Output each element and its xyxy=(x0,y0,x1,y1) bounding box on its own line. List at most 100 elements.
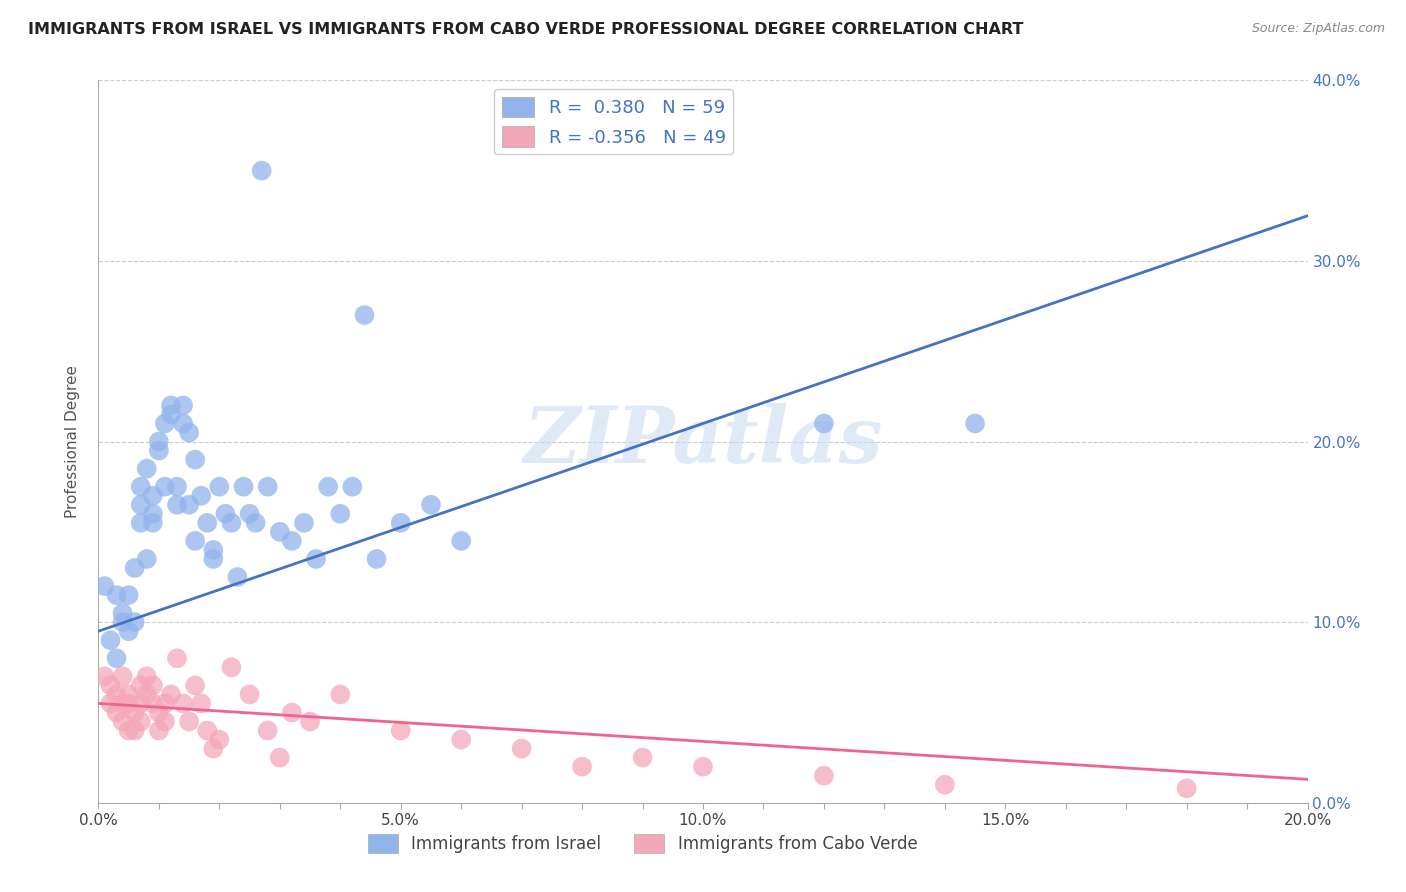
Point xyxy=(389,516,412,530)
Point xyxy=(153,714,176,729)
Point xyxy=(195,723,218,738)
Point xyxy=(135,461,157,475)
Point xyxy=(450,732,472,747)
Point xyxy=(129,498,152,512)
Point xyxy=(93,669,115,683)
Point xyxy=(571,760,593,774)
Point xyxy=(450,533,472,548)
Point xyxy=(166,498,188,512)
Point xyxy=(135,669,157,683)
Point xyxy=(148,443,170,458)
Point xyxy=(692,760,714,774)
Point xyxy=(342,480,364,494)
Point xyxy=(129,678,152,692)
Point xyxy=(172,398,194,412)
Point xyxy=(190,489,212,503)
Point xyxy=(105,588,128,602)
Point xyxy=(179,498,201,512)
Point xyxy=(202,741,225,756)
Point xyxy=(202,542,225,557)
Point xyxy=(148,434,170,449)
Point xyxy=(316,480,339,494)
Point xyxy=(269,524,291,539)
Point xyxy=(965,417,987,431)
Point xyxy=(281,533,304,548)
Point xyxy=(105,687,128,701)
Point xyxy=(142,516,165,530)
Text: ZIPatlas: ZIPatlas xyxy=(523,403,883,480)
Point xyxy=(100,633,122,648)
Point xyxy=(329,507,352,521)
Point xyxy=(153,417,176,431)
Point xyxy=(184,678,207,692)
Point xyxy=(281,706,304,720)
Point xyxy=(179,714,201,729)
Point xyxy=(208,480,231,494)
Point xyxy=(366,552,388,566)
Point xyxy=(226,570,249,584)
Point xyxy=(93,579,115,593)
Point xyxy=(214,507,236,521)
Point xyxy=(100,697,122,711)
Point xyxy=(124,561,146,575)
Point xyxy=(129,516,152,530)
Point xyxy=(148,723,170,738)
Point xyxy=(269,750,291,764)
Point xyxy=(118,697,141,711)
Point xyxy=(118,588,141,602)
Point xyxy=(172,697,194,711)
Point xyxy=(353,308,375,322)
Point xyxy=(245,516,267,530)
Point xyxy=(135,552,157,566)
Point xyxy=(184,533,207,548)
Legend: Immigrants from Israel, Immigrants from Cabo Verde: Immigrants from Israel, Immigrants from … xyxy=(361,827,924,860)
Point xyxy=(389,723,412,738)
Point xyxy=(111,669,134,683)
Point xyxy=(179,425,201,440)
Point xyxy=(195,516,218,530)
Point xyxy=(190,697,212,711)
Point xyxy=(111,606,134,620)
Point xyxy=(202,552,225,566)
Point xyxy=(256,723,278,738)
Point xyxy=(118,687,141,701)
Point xyxy=(111,615,134,630)
Point xyxy=(813,417,835,431)
Point xyxy=(129,480,152,494)
Point xyxy=(135,687,157,701)
Point xyxy=(166,651,188,665)
Point xyxy=(160,687,183,701)
Point xyxy=(153,480,176,494)
Point xyxy=(329,687,352,701)
Point xyxy=(111,714,134,729)
Point xyxy=(299,714,322,729)
Point xyxy=(129,697,152,711)
Point xyxy=(142,678,165,692)
Point xyxy=(142,697,165,711)
Point xyxy=(292,516,315,530)
Point xyxy=(232,480,254,494)
Point xyxy=(1175,781,1198,796)
Point xyxy=(142,507,165,521)
Point xyxy=(124,706,146,720)
Point xyxy=(221,516,243,530)
Point xyxy=(118,624,141,639)
Point xyxy=(631,750,654,764)
Text: Source: ZipAtlas.com: Source: ZipAtlas.com xyxy=(1251,22,1385,36)
Point xyxy=(129,714,152,729)
Point xyxy=(111,697,134,711)
Point xyxy=(105,651,128,665)
Point xyxy=(160,398,183,412)
Point xyxy=(934,778,956,792)
Y-axis label: Professional Degree: Professional Degree xyxy=(65,365,80,518)
Point xyxy=(256,480,278,494)
Text: IMMIGRANTS FROM ISRAEL VS IMMIGRANTS FROM CABO VERDE PROFESSIONAL DEGREE CORRELA: IMMIGRANTS FROM ISRAEL VS IMMIGRANTS FRO… xyxy=(28,22,1024,37)
Point xyxy=(305,552,328,566)
Point xyxy=(118,723,141,738)
Point xyxy=(208,732,231,747)
Point xyxy=(124,723,146,738)
Point xyxy=(239,507,262,521)
Point xyxy=(124,615,146,630)
Point xyxy=(239,687,262,701)
Point xyxy=(184,452,207,467)
